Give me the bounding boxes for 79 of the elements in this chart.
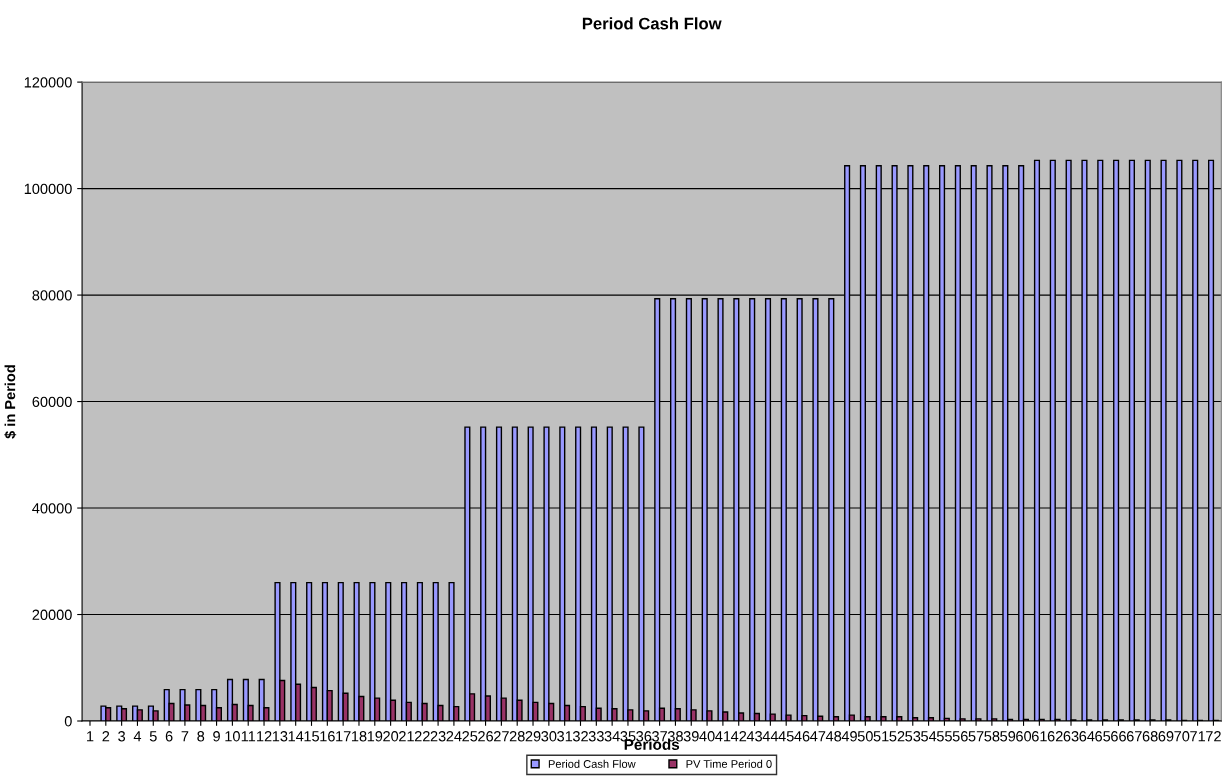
x-tick-label: 9 xyxy=(213,731,220,742)
x-tick-label: 63 xyxy=(1063,731,1079,742)
x-tick-label: 7 xyxy=(181,731,189,742)
y-tick-label: 120000 xyxy=(24,77,72,88)
x-tick-label: 23 xyxy=(430,731,446,742)
x-tick-label: 30 xyxy=(541,731,557,742)
x-tick-label: 54 xyxy=(921,731,937,742)
x-tick-label: 6 xyxy=(165,731,173,742)
x-tick-label: 49 xyxy=(841,731,857,742)
x-tick-label: 67 xyxy=(1126,731,1142,742)
y-tick-label: 40000 xyxy=(32,503,72,514)
x-tick-label: 47 xyxy=(810,731,826,742)
x-tick-label: 53 xyxy=(905,731,921,742)
x-tick-label: 44 xyxy=(762,731,779,742)
x-tick-label: 56 xyxy=(952,731,968,742)
x-tick-label: 60 xyxy=(1016,731,1032,742)
x-tick-label: 40 xyxy=(699,731,715,742)
x-tick-label: 28 xyxy=(509,731,525,742)
x-tick-label: 2 xyxy=(102,731,110,742)
x-tick-label: 25 xyxy=(462,731,478,742)
x-tick-label: 55 xyxy=(936,731,952,742)
x-tick-label: 21 xyxy=(399,731,414,742)
chart-title: Period Cash Flow xyxy=(582,17,722,30)
x-tick-label: 34 xyxy=(604,731,620,742)
x-tick-label: 19 xyxy=(367,731,383,742)
x-tick-label: 4 xyxy=(133,731,142,742)
x-tick-label: 20 xyxy=(383,731,399,742)
x-tick-label: 45 xyxy=(778,731,794,742)
x-tick-label: 22 xyxy=(414,731,430,742)
x-tick-label: 39 xyxy=(683,731,699,742)
x-tick-label: 31 xyxy=(557,731,573,742)
x-tick-label: 70 xyxy=(1174,731,1190,742)
x-tick-label: 52 xyxy=(889,731,905,742)
x-tick-label: 58 xyxy=(984,731,1000,742)
x-tick-label: 46 xyxy=(794,731,810,742)
y-axis-title: $ in Period xyxy=(4,365,17,439)
x-tick-label: 24 xyxy=(446,731,462,742)
x-tick-label: 1 xyxy=(87,731,94,742)
x-tick-label: 61 xyxy=(1031,731,1047,742)
x-tick-label: 16 xyxy=(320,731,335,742)
y-tick-label: 20000 xyxy=(32,609,72,620)
x-tick-label: 43 xyxy=(746,731,763,742)
y-tick-label: 60000 xyxy=(32,396,72,407)
x-tick-label: 12 xyxy=(257,731,272,742)
x-tick-label: 5 xyxy=(149,731,157,742)
x-tick-label: 8 xyxy=(197,731,205,742)
y-tick-label: 0 xyxy=(64,716,72,727)
x-tick-label: 17 xyxy=(336,731,351,742)
x-tick-label: 66 xyxy=(1111,731,1126,742)
x-tick-label: 69 xyxy=(1158,731,1174,742)
x-tick-label: 62 xyxy=(1047,731,1063,742)
y-tick-label: 80000 xyxy=(32,290,72,301)
x-tick-label: 72 xyxy=(1206,731,1221,742)
x-tick-label: 64 xyxy=(1079,731,1095,742)
x-tick-label: 41 xyxy=(715,731,731,742)
x-tick-label: 11 xyxy=(241,731,256,742)
x-tick-label: 14 xyxy=(288,731,304,742)
x-tick-label: 50 xyxy=(857,731,873,742)
x-tick-label: 26 xyxy=(478,731,494,742)
x-tick-label: 42 xyxy=(730,731,747,742)
x-tick-label: 59 xyxy=(1000,731,1016,742)
x-tick-label: 71 xyxy=(1190,731,1205,742)
x-tick-label: 27 xyxy=(494,731,509,742)
x-tick-label: 65 xyxy=(1095,731,1111,742)
x-tick-label: 32 xyxy=(572,731,588,742)
x-tick-label: 57 xyxy=(968,731,984,742)
x-tick-label: 15 xyxy=(304,731,320,742)
legend-label: Period Cash Flow xyxy=(548,759,636,768)
x-tick-label: 48 xyxy=(825,731,842,742)
x-tick-label: 13 xyxy=(272,731,288,742)
legend-label: PV Time Period 0 xyxy=(686,759,772,768)
x-tick-label: 33 xyxy=(588,731,604,742)
x-tick-label: 68 xyxy=(1142,731,1158,742)
x-tick-label: 3 xyxy=(118,731,126,742)
x-tick-label: 29 xyxy=(525,731,541,742)
x-tick-label: 51 xyxy=(873,731,889,742)
x-tick-label: 10 xyxy=(225,731,240,742)
x-tick-label: 18 xyxy=(351,731,367,742)
y-tick-label: 100000 xyxy=(24,183,72,195)
